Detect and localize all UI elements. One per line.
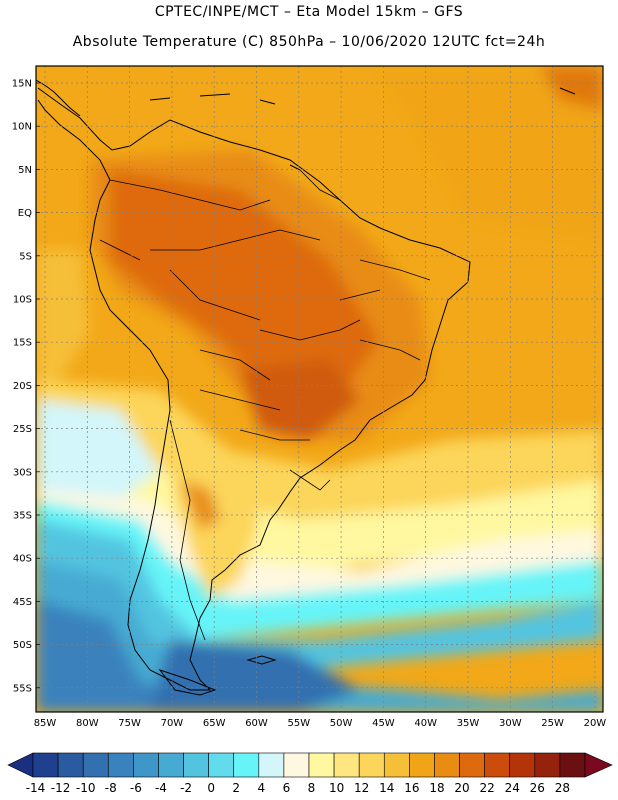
map-title-line1: CPTEC/INPE/MCT – Eta Model 15km – GFS (154, 4, 464, 20)
colorbar-swatch (434, 752, 460, 778)
colorbar-swatch (559, 752, 586, 778)
colorbar-swatch (82, 752, 109, 778)
lat-label: 15S (13, 338, 32, 349)
lat-label: 25S (13, 424, 32, 435)
lon-label: 80W (76, 718, 99, 729)
colorbar-label: 8 (307, 781, 316, 795)
lon-label: 40W (414, 718, 437, 729)
plot-frame (35, 65, 604, 713)
lat-label: 15N (12, 79, 32, 90)
falkland-islands (246, 655, 277, 665)
lon-label: 75W (118, 718, 141, 729)
colorbar-label: -4 (154, 781, 167, 795)
caribbean-islands (149, 87, 576, 171)
lat-label: 10S (13, 295, 32, 306)
colorbar-swatch (484, 752, 511, 778)
colorbar-swatch (333, 752, 360, 778)
lon-label: 60W (245, 718, 268, 729)
south-america-outline (37, 87, 471, 691)
colorbar-label: -12 (50, 781, 71, 795)
lat-label: 50S (13, 640, 32, 651)
colorbar-label: 10 (328, 781, 345, 795)
colorbar-swatch (107, 752, 134, 778)
colorbar-swatch (208, 752, 235, 778)
lat-label: 5N (18, 165, 32, 176)
lon-label: 50W (330, 718, 353, 729)
colorbar-high-arrow (584, 752, 613, 778)
colorbar-label: -10 (75, 781, 96, 795)
colorbar-swatch (409, 752, 435, 778)
lon-label: 25W (541, 718, 564, 729)
colorbar-label: 20 (454, 781, 470, 795)
longitude-labels: 85W 80W 75W 70W 65W 60W 55W 50W 45W 40W 35W 30W 25W 2… (34, 718, 607, 729)
colorbar-label: 6 (282, 781, 291, 795)
lat-label: 35S (13, 511, 32, 522)
lat-label: 30S (13, 467, 32, 478)
lon-label: 65W (203, 718, 226, 729)
colorbar-label: 12 (354, 781, 370, 795)
colorbar-low-arrow (7, 752, 34, 778)
colorbar-label: 24 (504, 781, 520, 795)
colorbar-swatch (258, 752, 285, 778)
country-borders (99, 169, 431, 641)
lon-label: 20W (584, 718, 607, 729)
colorbar-swatch (509, 752, 536, 778)
colorbar-swatch (383, 752, 410, 778)
colorbar-swatch (133, 752, 159, 778)
colorbar-swatch (283, 752, 310, 778)
colorbar-label: 16 (404, 781, 420, 795)
colorbar-label: 4 (257, 781, 266, 795)
tierra-del-fuego (158, 669, 217, 696)
lat-label: 10N (12, 122, 32, 133)
map-title-line2: Absolute Temperature (C) 850hPa – 10/06/… (72, 34, 546, 50)
lon-label: 30W (499, 718, 522, 729)
colorbar-swatch (534, 752, 561, 778)
lon-label: 70W (161, 718, 184, 729)
colorbar-swatch (233, 752, 260, 778)
central-america-outline (36, 79, 81, 117)
lat-label: EQ (18, 208, 32, 219)
gridlines (36, 66, 603, 712)
lat-label: 45S (13, 597, 32, 608)
colorbar-label: 18 (429, 781, 445, 795)
colorbar-label: 26 (529, 781, 545, 795)
colorbar-label: 22 (479, 781, 495, 795)
colorbar-swatch (57, 752, 84, 778)
lat-label: 5S (19, 251, 32, 262)
lon-label: 35W (457, 718, 480, 729)
colorbar-swatch (308, 752, 335, 778)
colorbar-swatch (158, 752, 184, 778)
lon-label: 55W (287, 718, 310, 729)
colorbar-label: 28 (554, 781, 571, 795)
lat-label: 55S (13, 683, 32, 694)
lon-label: 85W (34, 718, 57, 729)
colorbar-label: 2 (232, 781, 241, 795)
latitude-labels: 15N 10N 5N EQ 5S 10S 15S 20S 25S 30S 35S 40S 45S 50S 5… (12, 79, 32, 695)
colorbar (7, 752, 613, 778)
colorbar-label: -2 (180, 781, 193, 795)
colorbar-label: -6 (129, 781, 142, 795)
colorbar-label: -14 (25, 781, 46, 795)
colorbar-swatch (358, 752, 385, 778)
lat-label: 40S (13, 554, 32, 565)
temperature-field (36, 66, 603, 712)
colorbar-swatch (32, 752, 59, 778)
lat-label: 20S (13, 381, 32, 392)
colorbar-swatch (183, 752, 209, 778)
lon-label: 45W (372, 718, 395, 729)
colorbar-label: 14 (379, 781, 395, 795)
coastlines (36, 79, 576, 696)
colorbar-label: -8 (104, 781, 117, 795)
colorbar-label: 0 (207, 781, 215, 795)
colorbar-swatch (459, 752, 485, 778)
